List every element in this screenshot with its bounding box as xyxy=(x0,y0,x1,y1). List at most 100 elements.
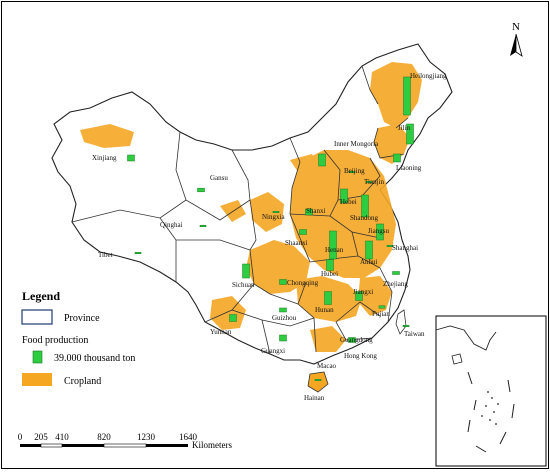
scale-bar: 0 205 410 820 1230 1640 Kilometers xyxy=(18,432,233,450)
cropland-patch xyxy=(290,154,318,178)
province-label-chongqing: Chongqing xyxy=(287,279,319,287)
inset-islet xyxy=(491,397,493,399)
food-bar-jilin xyxy=(406,123,414,145)
food-bar-ningxia xyxy=(272,211,280,213)
province-label-taiwan: Taiwan xyxy=(404,330,425,338)
province-boundary xyxy=(71,199,187,223)
inset-islet xyxy=(487,391,489,393)
inset-islet xyxy=(485,405,487,407)
scale-segment xyxy=(146,444,188,447)
province-label-beijing: Beijing xyxy=(344,167,365,175)
inset-island xyxy=(451,353,463,365)
inset-islet xyxy=(497,403,499,405)
province-label-gansu: Gansu xyxy=(210,174,228,182)
inset-islet xyxy=(493,411,495,413)
inset-islet xyxy=(495,423,497,425)
food-bar-shandong xyxy=(361,194,369,218)
food-bar-henan xyxy=(329,230,337,260)
province-label-shandong: Shandong xyxy=(350,214,379,222)
scale-tick-label: 1230 xyxy=(137,432,156,442)
food-bar-hainan xyxy=(314,379,322,381)
food-bar-yunnan xyxy=(229,314,237,322)
province-label-yunnan: Yunnan xyxy=(210,328,232,336)
inset-boundary-line xyxy=(467,371,515,453)
scale-segment xyxy=(20,444,41,447)
cropland-patch xyxy=(310,326,346,352)
province-label-xinjiang: Xinjiang xyxy=(92,154,117,162)
province-boundary xyxy=(289,213,311,263)
scale-segment xyxy=(40,443,63,448)
province-boundary xyxy=(323,149,341,217)
north-arrow-icon: N xyxy=(510,21,523,57)
food-bar-guizhou xyxy=(279,307,287,313)
province-label-inner-mongolia: Inner Mongoria xyxy=(334,140,379,148)
inset-coastline xyxy=(435,325,497,351)
cropland-patch xyxy=(246,240,310,294)
province-label-macao: Macao xyxy=(317,362,337,370)
province-label-shanxi: Shanxi xyxy=(306,207,326,215)
scale-tick-label: 410 xyxy=(55,432,69,442)
province-label-tianjin: Tianjin xyxy=(364,178,384,186)
province-label-guangxi: Guangxi xyxy=(261,347,285,355)
province-label-guizhou: Guizhou xyxy=(272,314,297,322)
legend-food-production-title: Food production xyxy=(22,335,88,346)
province-label-shaanxi: Shaanxi xyxy=(285,239,308,247)
food-bar-zhejiang xyxy=(392,271,400,275)
food-bar-hubei xyxy=(326,259,334,271)
province-label-hong-kong: Hong Kong xyxy=(344,352,377,360)
cropland-patch xyxy=(250,192,284,232)
scale-tick-label: 205 xyxy=(34,432,48,442)
food-bar-liaoning xyxy=(393,153,401,163)
food-bar-fujian xyxy=(378,305,386,309)
province-label-heilongjiang: Heilongjiang xyxy=(410,72,447,80)
food-bar-tibet xyxy=(134,252,142,254)
province-boundary xyxy=(231,149,251,201)
province-boundary xyxy=(337,157,381,201)
province-label-hubei: Hubei xyxy=(321,270,338,278)
province-label-qinghai: Qinghai xyxy=(160,221,183,229)
province-label-tibet: Tibet xyxy=(98,251,113,259)
legend: Legend Province Food production 39.000 t… xyxy=(21,289,135,387)
province-boundary xyxy=(176,239,251,251)
food-bar-beijing xyxy=(348,171,356,173)
province-boundary xyxy=(373,127,405,159)
scale-tick-label: 1640 xyxy=(179,432,198,442)
legend-province-label: Province xyxy=(64,313,100,324)
food-bar-guangxi xyxy=(279,334,287,342)
province-label-anhui: Anhui xyxy=(360,258,378,266)
hainan-island xyxy=(307,371,329,393)
province-boundary xyxy=(289,137,301,215)
province-boundary xyxy=(335,321,373,341)
province-boundary xyxy=(261,319,271,355)
food-production-bars xyxy=(127,76,414,381)
province-label-guangdong: Guangdong xyxy=(340,336,373,344)
food-bar-inner-mongolia xyxy=(318,153,326,167)
inset-islet xyxy=(489,419,491,421)
north-label: N xyxy=(512,21,520,33)
food-bar-hunan xyxy=(324,291,332,305)
food-bar-shanxi xyxy=(305,208,313,216)
legend-cropland-label: Cropland xyxy=(64,376,101,387)
cropland-patch xyxy=(80,124,134,148)
province-label-ningxia: Ningxia xyxy=(262,213,285,221)
taiwan-island xyxy=(395,309,407,335)
province-label-liaoning: Liaoning xyxy=(396,164,422,172)
province-label-fujian: Fujian xyxy=(372,310,390,318)
food-bar-anhui xyxy=(365,240,373,260)
food-bar-qinghai xyxy=(199,225,207,227)
province-boundary xyxy=(309,255,359,263)
province-boundary xyxy=(379,267,393,323)
legend-food-production-swatch xyxy=(32,350,43,364)
province-label-hunan: Hunan xyxy=(315,306,334,314)
province-label-hainan: Hainan xyxy=(304,394,325,402)
province-label-sichuan: Sichuan xyxy=(232,281,255,289)
scale-unit: Kilometers xyxy=(192,440,232,450)
food-bar-shanghai xyxy=(386,245,394,247)
scale-segment xyxy=(103,443,147,448)
province-label-jiangsu: Jiangsu xyxy=(368,227,390,235)
province-boundary xyxy=(395,117,409,129)
legend-food-production-item: 39.000 thousand ton xyxy=(54,353,135,364)
inset-islet xyxy=(481,415,483,417)
province-boundary xyxy=(249,199,271,295)
